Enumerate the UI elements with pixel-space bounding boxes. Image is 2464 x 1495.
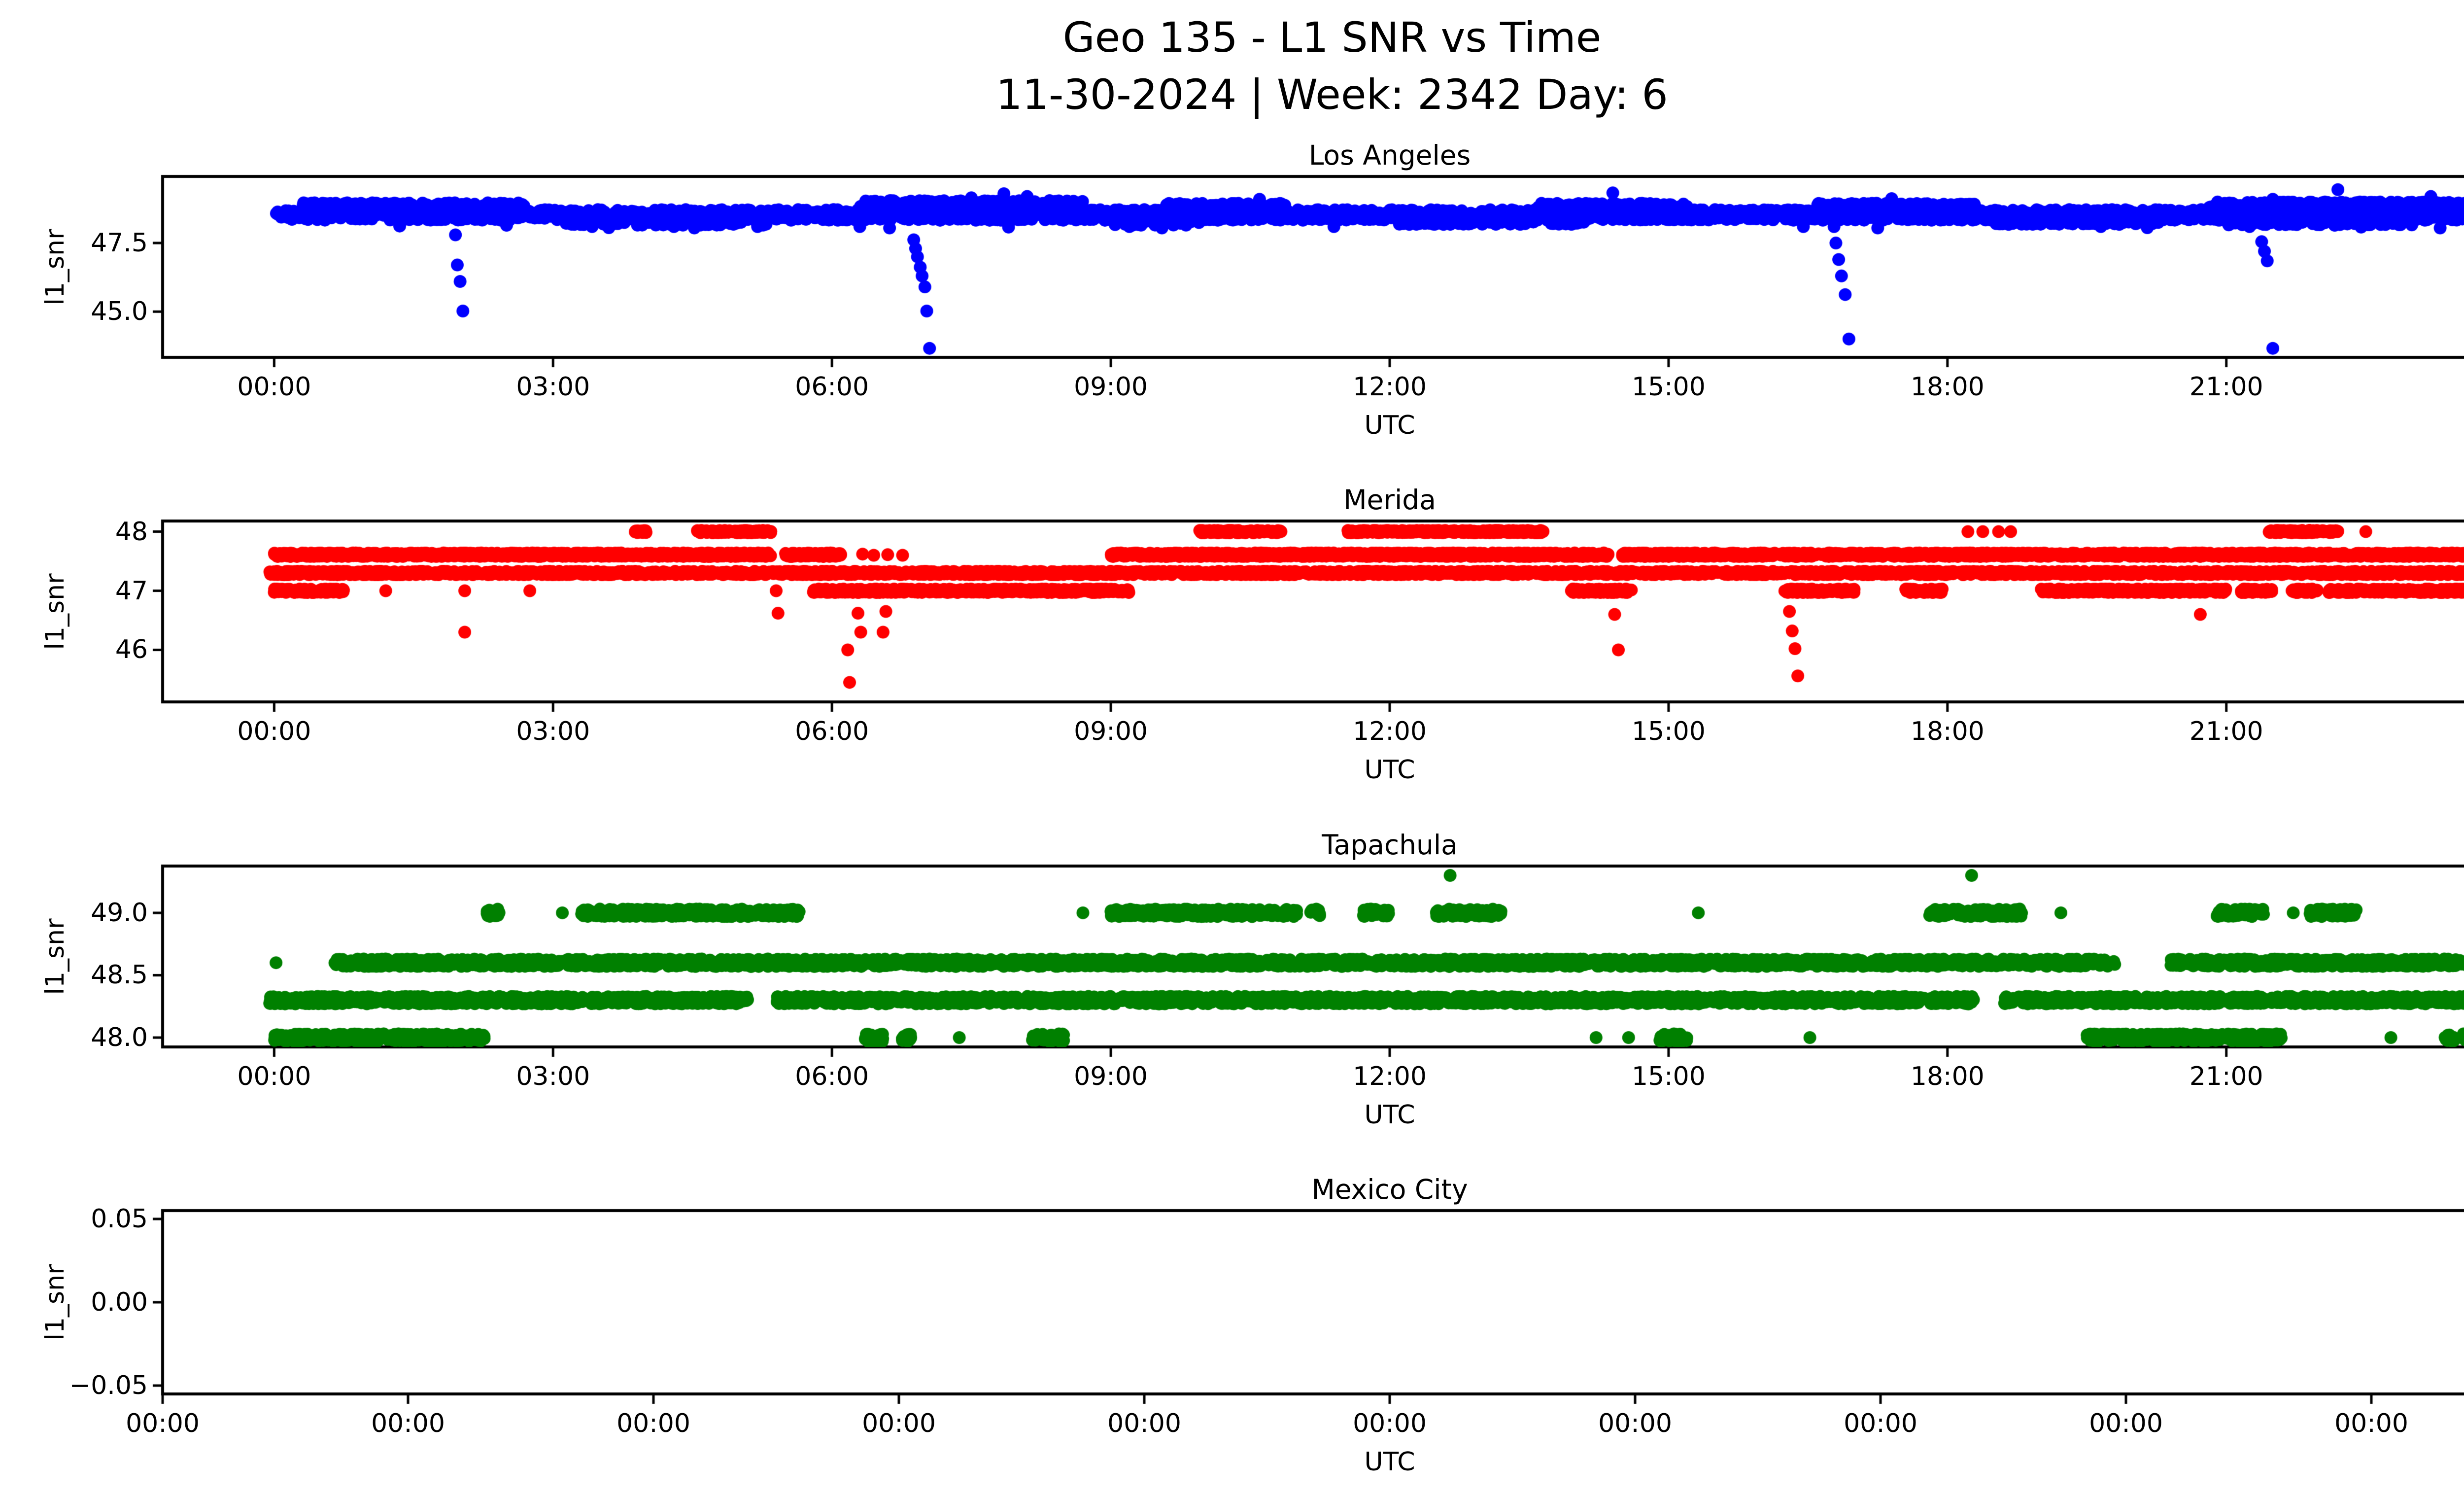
- y-tick-label: 48.0: [91, 1023, 148, 1053]
- x-tick-label: 18:00: [1910, 372, 1985, 402]
- x-tick-label: 00:00: [237, 1062, 311, 1091]
- x-tick-label: 06:00: [795, 1062, 869, 1091]
- x-tick-label: 21:00: [2189, 1062, 2263, 1091]
- x-tick-label: 12:00: [1353, 717, 1427, 746]
- x-tick-label: 00:00: [1107, 1409, 1181, 1438]
- x-axis-label: UTC: [1364, 411, 1415, 440]
- x-tick-label: 09:00: [1074, 372, 1148, 402]
- x-axis-label: UTC: [1364, 1447, 1415, 1477]
- x-tick-label: 00:00: [2334, 1409, 2408, 1438]
- x-tick-label: 00:00: [1598, 1409, 1672, 1438]
- x-tick-label: 21:00: [2189, 372, 2263, 402]
- y-tick-label: 0.00: [91, 1287, 148, 1317]
- x-tick-label: 00:00: [1353, 1409, 1427, 1438]
- x-tick-label: 00:00: [2431, 717, 2464, 746]
- y-axis-label: l1_snr: [40, 573, 70, 650]
- subplot-title: Mexico City: [1311, 1174, 1468, 1205]
- y-tick-label: 46: [115, 635, 148, 665]
- y-tick-label: 48.5: [91, 960, 148, 990]
- y-tick-label: 47: [115, 576, 148, 606]
- subplot-title: Merida: [1343, 484, 1436, 516]
- x-tick-label: 09:00: [1074, 1062, 1148, 1091]
- x-axis-label: UTC: [1364, 1100, 1415, 1130]
- x-tick-label: 09:00: [1074, 717, 1148, 746]
- y-axis-label: l1_snr: [40, 918, 70, 995]
- y-axis-label: l1_snr: [40, 229, 70, 305]
- x-tick-label: 06:00: [795, 717, 869, 746]
- x-tick-label: 12:00: [1353, 372, 1427, 402]
- x-tick-label: 00:00: [2431, 372, 2464, 402]
- x-tick-label: 15:00: [1631, 1062, 1706, 1091]
- y-tick-label: 49.0: [91, 898, 148, 928]
- x-tick-label: 00:00: [1844, 1409, 1917, 1438]
- x-tick-label: 00:00: [616, 1409, 690, 1438]
- x-tick-label: 12:00: [1353, 1062, 1427, 1091]
- x-tick-label: 00:00: [2089, 1409, 2163, 1438]
- subplot-title: Tapachula: [1322, 829, 1458, 861]
- y-tick-label: −0.05: [69, 1371, 148, 1401]
- x-tick-label: 00:00: [237, 717, 311, 746]
- x-tick-label: 21:00: [2189, 717, 2263, 746]
- x-tick-label: 15:00: [1631, 372, 1706, 402]
- x-tick-label: 00:00: [126, 1409, 200, 1438]
- x-tick-label: 15:00: [1631, 717, 1706, 746]
- x-tick-label: 00:00: [237, 372, 311, 402]
- y-tick-label: 47.5: [91, 228, 148, 258]
- x-tick-label: 00:00: [862, 1409, 936, 1438]
- x-tick-label: 00:00: [371, 1409, 445, 1438]
- figure-title: Geo 135 - L1 SNR vs Time: [1062, 13, 1602, 62]
- x-tick-label: 03:00: [516, 1062, 590, 1091]
- x-tick-label: 03:00: [516, 372, 590, 402]
- y-tick-label: 0.05: [91, 1204, 148, 1234]
- figure-subtitle: 11-30-2024 | Week: 2342 Day: 6: [996, 70, 1668, 119]
- x-tick-label: 06:00: [795, 372, 869, 402]
- x-axis-label: UTC: [1364, 755, 1415, 785]
- x-tick-label: 18:00: [1910, 1062, 1985, 1091]
- y-tick-label: 45.0: [91, 297, 148, 327]
- x-tick-label: 03:00: [516, 717, 590, 746]
- subplot-title: Los Angeles: [1308, 139, 1471, 171]
- x-tick-label: 18:00: [1910, 717, 1985, 746]
- y-axis-label: l1_snr: [40, 1264, 70, 1341]
- x-tick-label: 00:00: [2431, 1062, 2464, 1091]
- y-tick-label: 48: [115, 517, 148, 547]
